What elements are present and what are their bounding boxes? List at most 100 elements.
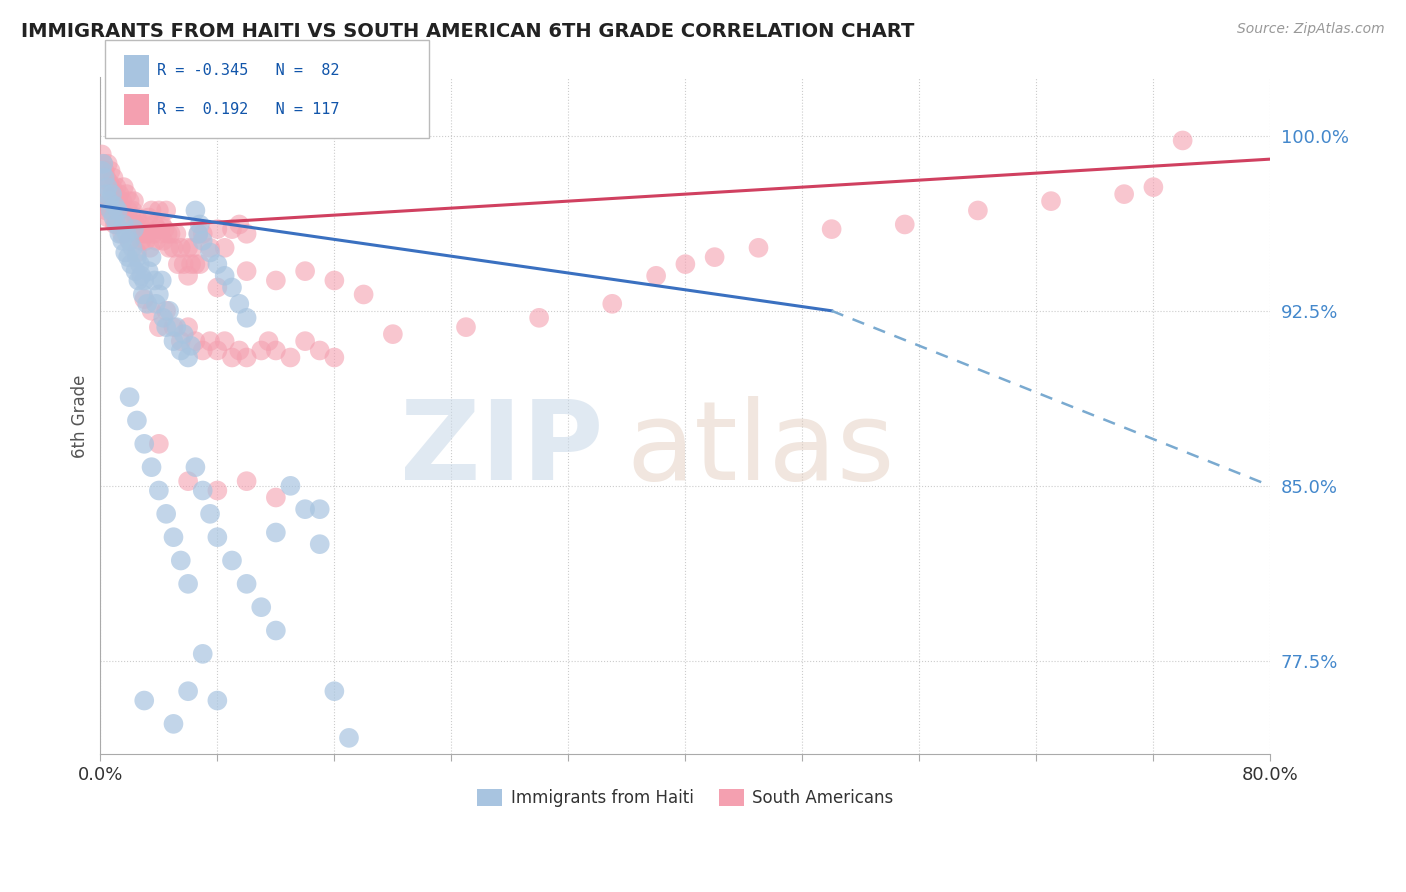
Point bbox=[162, 241, 184, 255]
Point bbox=[100, 163, 122, 178]
Point bbox=[97, 180, 120, 194]
Point bbox=[170, 241, 193, 255]
Text: ZIP: ZIP bbox=[401, 396, 603, 503]
Point bbox=[170, 343, 193, 358]
Point bbox=[177, 684, 200, 698]
Point bbox=[112, 218, 135, 232]
Point bbox=[181, 241, 204, 255]
Point bbox=[165, 227, 187, 241]
Point bbox=[121, 241, 143, 255]
Point bbox=[184, 257, 207, 271]
Point bbox=[117, 250, 139, 264]
Point bbox=[177, 268, 200, 283]
Point bbox=[128, 257, 150, 271]
Point bbox=[139, 241, 162, 255]
Point bbox=[257, 334, 280, 348]
Point bbox=[184, 334, 207, 348]
Point bbox=[104, 199, 127, 213]
Point bbox=[152, 234, 174, 248]
Point bbox=[162, 530, 184, 544]
Point bbox=[221, 280, 243, 294]
Point bbox=[93, 170, 115, 185]
Point bbox=[221, 222, 243, 236]
Point bbox=[148, 203, 170, 218]
Point bbox=[103, 170, 125, 185]
Point bbox=[308, 343, 330, 358]
Point bbox=[235, 310, 257, 325]
Point bbox=[93, 163, 115, 178]
Point bbox=[118, 194, 141, 208]
Point bbox=[264, 273, 287, 287]
Point bbox=[214, 241, 236, 255]
Text: R =  0.192   N = 117: R = 0.192 N = 117 bbox=[157, 102, 340, 117]
Point bbox=[120, 257, 142, 271]
Point bbox=[114, 245, 136, 260]
Point bbox=[228, 297, 250, 311]
Point bbox=[527, 310, 550, 325]
Point bbox=[97, 157, 120, 171]
Point bbox=[198, 507, 221, 521]
Point bbox=[207, 257, 229, 271]
Point bbox=[337, 731, 360, 745]
Point bbox=[323, 684, 346, 698]
Point bbox=[235, 351, 257, 365]
Point bbox=[645, 268, 668, 283]
Point bbox=[294, 334, 316, 348]
Point bbox=[143, 218, 166, 232]
Point bbox=[173, 257, 195, 271]
Point bbox=[120, 211, 142, 225]
Point bbox=[170, 334, 193, 348]
Point bbox=[93, 199, 115, 213]
Point bbox=[250, 343, 273, 358]
Text: Source: ZipAtlas.com: Source: ZipAtlas.com bbox=[1237, 22, 1385, 37]
Point bbox=[187, 227, 209, 241]
Point bbox=[155, 507, 177, 521]
Point bbox=[150, 273, 173, 287]
Point bbox=[104, 187, 127, 202]
Point bbox=[198, 241, 221, 255]
Point bbox=[184, 203, 207, 218]
Point bbox=[180, 339, 202, 353]
Point bbox=[148, 437, 170, 451]
Point bbox=[134, 693, 156, 707]
Point bbox=[894, 218, 917, 232]
Point bbox=[191, 227, 214, 241]
Point bbox=[280, 351, 302, 365]
Point bbox=[153, 222, 176, 236]
Point bbox=[188, 257, 211, 271]
Point bbox=[136, 227, 159, 241]
Point bbox=[323, 273, 346, 287]
Point bbox=[112, 180, 135, 194]
Point bbox=[148, 483, 170, 498]
Point bbox=[141, 250, 163, 264]
Point bbox=[134, 273, 156, 287]
Point bbox=[128, 218, 150, 232]
Point bbox=[107, 194, 129, 208]
Point bbox=[91, 157, 114, 171]
Point bbox=[96, 203, 118, 218]
Point bbox=[173, 327, 195, 342]
Point bbox=[124, 264, 146, 278]
Point bbox=[703, 250, 725, 264]
Point bbox=[118, 234, 141, 248]
Point bbox=[125, 211, 148, 225]
Point bbox=[250, 600, 273, 615]
Point bbox=[129, 234, 152, 248]
Text: R = -0.345   N =  82: R = -0.345 N = 82 bbox=[157, 63, 340, 78]
Point bbox=[235, 577, 257, 591]
Point bbox=[228, 343, 250, 358]
Point bbox=[207, 483, 229, 498]
Point bbox=[157, 303, 180, 318]
Point bbox=[207, 222, 229, 236]
Point bbox=[124, 218, 146, 232]
Point bbox=[381, 327, 404, 342]
Point bbox=[198, 245, 221, 260]
Point bbox=[177, 474, 200, 488]
Point bbox=[138, 211, 160, 225]
Point bbox=[125, 250, 148, 264]
Point bbox=[235, 264, 257, 278]
Point bbox=[177, 351, 200, 365]
Point bbox=[159, 227, 181, 241]
Point bbox=[101, 187, 124, 202]
Point bbox=[353, 287, 375, 301]
